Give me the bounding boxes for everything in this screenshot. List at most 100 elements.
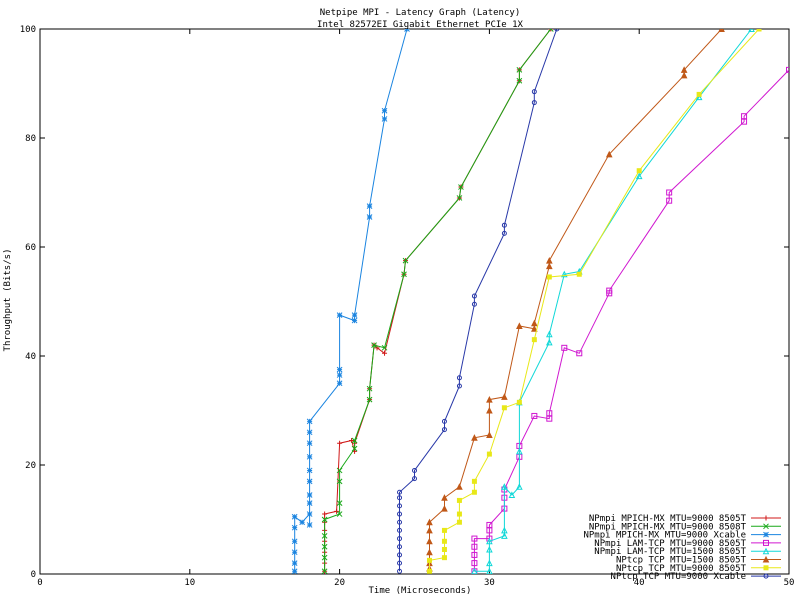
data-point xyxy=(397,560,403,566)
series-layer xyxy=(291,29,789,574)
data-point xyxy=(636,168,642,174)
data-point xyxy=(680,71,688,79)
legend-marker xyxy=(762,547,770,555)
data-point xyxy=(412,467,417,473)
data-point xyxy=(548,29,554,32)
chart-title: Netpipe MPI - Latency Graph (Latency) xyxy=(320,8,520,18)
data-point xyxy=(441,494,448,501)
plot-frame xyxy=(39,28,790,575)
data-point xyxy=(561,344,568,351)
x-axis: 0 10 20 30 40 50 xyxy=(37,29,794,588)
data-point xyxy=(381,116,388,122)
legend-label: NPmpi MPICH-MX MTU=9000 Xcable xyxy=(583,531,746,541)
data-point xyxy=(508,491,516,498)
data-point xyxy=(382,350,388,356)
series-4 xyxy=(471,66,789,574)
data-point xyxy=(486,431,493,439)
data-point xyxy=(321,532,328,539)
series-line xyxy=(294,29,408,572)
data-point xyxy=(501,230,507,236)
data-point xyxy=(471,543,478,550)
data-point xyxy=(531,412,538,419)
data-point xyxy=(321,543,328,550)
data-point xyxy=(546,262,553,270)
legend-label: NPmpi LAM-TCP MTU=1500 8505T xyxy=(594,547,746,557)
data-point xyxy=(486,395,493,403)
data-point xyxy=(516,399,522,405)
data-point xyxy=(501,483,508,490)
data-point xyxy=(336,478,343,485)
data-point xyxy=(366,203,373,209)
data-point xyxy=(547,29,554,32)
data-point xyxy=(486,559,493,567)
legend-marker xyxy=(762,555,770,563)
data-point xyxy=(546,330,553,338)
data-point xyxy=(531,319,538,327)
data-point xyxy=(397,519,403,525)
data-point xyxy=(291,560,298,566)
data-point xyxy=(741,113,748,120)
series-line xyxy=(429,29,760,572)
data-point xyxy=(397,511,403,517)
legend-label: NPmpi LAM-TCP MTU=9000 8505T xyxy=(594,539,746,549)
data-point xyxy=(441,546,447,552)
data-point xyxy=(576,350,583,357)
data-point xyxy=(486,406,493,414)
series-2 xyxy=(321,29,554,574)
data-point xyxy=(456,375,462,381)
data-point xyxy=(397,536,403,542)
data-point xyxy=(366,214,373,220)
data-point xyxy=(306,453,313,460)
data-point xyxy=(606,287,613,294)
data-point xyxy=(351,437,358,444)
x-tick-label: 10 xyxy=(184,578,195,588)
data-point xyxy=(456,483,463,490)
data-point xyxy=(306,467,313,474)
data-point xyxy=(351,312,358,318)
data-point xyxy=(441,427,447,433)
data-point xyxy=(501,405,507,411)
data-point xyxy=(471,434,478,441)
series-3 xyxy=(291,29,410,574)
data-point xyxy=(486,451,492,457)
data-point xyxy=(306,418,313,425)
data-point xyxy=(748,29,755,32)
x-tick-label: 20 xyxy=(334,578,345,588)
data-point xyxy=(381,107,388,114)
data-point xyxy=(397,489,403,495)
legend-marker xyxy=(763,531,769,538)
data-point xyxy=(306,478,313,485)
series-line xyxy=(399,29,558,572)
data-point xyxy=(306,429,313,436)
data-point xyxy=(531,100,537,106)
data-point xyxy=(531,89,537,95)
data-point xyxy=(306,440,313,447)
data-point xyxy=(486,567,493,574)
data-point xyxy=(397,544,403,550)
data-point xyxy=(321,554,328,561)
data-point xyxy=(397,495,403,501)
data-point xyxy=(321,568,328,574)
data-point xyxy=(456,383,462,389)
data-point xyxy=(371,342,377,348)
data-point xyxy=(291,549,298,556)
data-point xyxy=(366,396,373,403)
chart-subtitle: Intel 82572EI Gigabit Ethernet PCIe 1X xyxy=(317,20,523,30)
data-point xyxy=(516,447,523,455)
data-point xyxy=(306,492,313,498)
data-point xyxy=(531,337,537,343)
data-point xyxy=(441,504,448,512)
x-axis-label: Time (Microseconds) xyxy=(369,586,472,596)
data-point xyxy=(695,93,703,101)
data-point xyxy=(471,551,478,558)
data-point xyxy=(486,521,493,528)
data-point xyxy=(458,184,464,190)
data-point xyxy=(456,195,463,201)
series-8 xyxy=(397,29,560,574)
x-tick-label: 50 xyxy=(784,578,795,588)
data-point xyxy=(426,537,433,545)
data-point xyxy=(426,568,432,574)
data-point xyxy=(349,437,355,443)
legend-label: NPtcp TCP MTU=1500 8505T xyxy=(616,556,747,566)
